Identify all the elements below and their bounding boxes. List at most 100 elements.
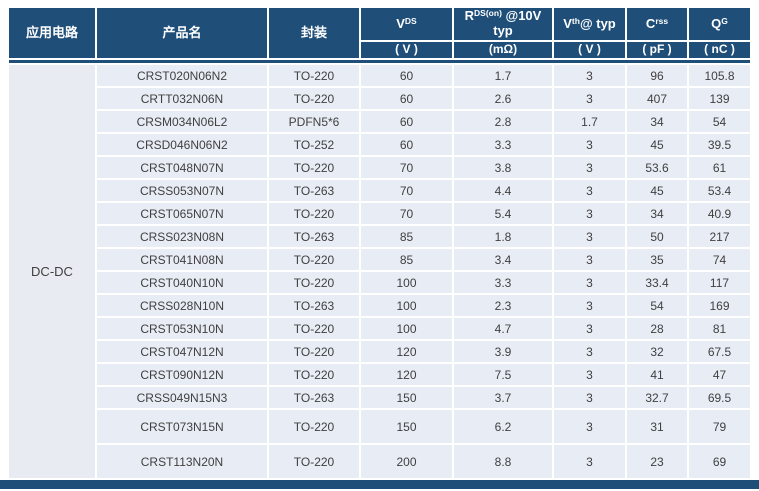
cell-vth: 3 bbox=[554, 445, 625, 478]
cell-package: PDFN5*6 bbox=[269, 111, 359, 132]
cell-vds: 100 bbox=[361, 295, 452, 316]
cell-vds: 100 bbox=[361, 272, 452, 293]
cell-vds: 70 bbox=[361, 203, 452, 224]
cell-rdson: 3.9 bbox=[454, 341, 552, 362]
cell-vth: 3 bbox=[554, 341, 625, 362]
cell-product-name: CRSS028N10N bbox=[97, 295, 267, 316]
cell-vth: 3 bbox=[554, 272, 625, 293]
cell-qg: 169 bbox=[689, 295, 750, 316]
cell-product-name: CRSS049N15N3 bbox=[97, 387, 267, 408]
col-header-vds: VDS bbox=[361, 8, 452, 40]
table-row: CRST073N15N TO-220 150 6.2 3 31 79 bbox=[9, 410, 750, 443]
cell-vds: 85 bbox=[361, 226, 452, 247]
cell-vds: 60 bbox=[361, 65, 452, 86]
vth-subscript: th bbox=[571, 15, 580, 26]
table-row: CRSS028N10N TO-263 100 2.3 3 54 169 bbox=[9, 295, 750, 316]
table-row: DC-DC CRST020N06N2 TO-220 60 1.7 3 96 105… bbox=[9, 65, 750, 478]
bottom-bar bbox=[0, 480, 759, 489]
product-spec-page: 应用电路 产品名 封装 VDS RDS(on) @10V typ Vth@ ty… bbox=[9, 8, 750, 478]
cell-qg: 217 bbox=[689, 226, 750, 247]
cell-package: TO-220 bbox=[269, 65, 359, 86]
cell-crss: 35 bbox=[627, 249, 687, 270]
cell-qg: 139 bbox=[689, 88, 750, 109]
cell-crss: 50 bbox=[627, 226, 687, 247]
cell-package: TO-220 bbox=[269, 203, 359, 224]
cell-product-name: CRST040N10N bbox=[97, 272, 267, 293]
cell-product-name: CRST041N08N bbox=[97, 249, 267, 270]
cell-qg: 47 bbox=[689, 364, 750, 385]
cell-qg: 67.5 bbox=[689, 341, 750, 362]
qg-symbol: Q bbox=[711, 15, 722, 31]
cell-vds: 120 bbox=[361, 364, 452, 385]
cell-rdson: 4.7 bbox=[454, 318, 552, 339]
table-row: CRSM034N06L2 PDFN5*6 60 2.8 1.7 34 54 bbox=[9, 111, 750, 132]
unit-vds: ( V ) bbox=[361, 42, 452, 58]
cell-rdson: 1.7 bbox=[454, 65, 552, 86]
cell-vth: 3 bbox=[554, 249, 625, 270]
table-row: CRST041N08N TO-220 85 3.4 3 35 74 bbox=[9, 249, 750, 270]
cell-vth: 3 bbox=[554, 226, 625, 247]
col-header-rdson: RDS(on) @10V typ bbox=[454, 8, 552, 40]
cell-crss: 33.4 bbox=[627, 272, 687, 293]
cell-product-name: CRST090N12N bbox=[97, 364, 267, 385]
cell-product-name: CRSS023N08N bbox=[97, 226, 267, 247]
cell-package: TO-263 bbox=[269, 180, 359, 201]
crss-subscript: rss bbox=[655, 15, 669, 26]
table-body: DC-DC CRST020N06N2 TO-220 60 1.7 3 96 105… bbox=[9, 65, 750, 478]
cell-vds: 200 bbox=[361, 445, 452, 478]
cell-package: TO-263 bbox=[269, 295, 359, 316]
col-header-crss: Crss bbox=[627, 8, 687, 40]
cell-vds: 100 bbox=[361, 318, 452, 339]
cell-vth: 3 bbox=[554, 88, 625, 109]
cell-rdson: 2.3 bbox=[454, 295, 552, 316]
table-row: CRST048N07N TO-220 70 3.8 3 53.6 61 bbox=[9, 157, 750, 178]
table-row: CRSD046N06N2 TO-252 60 3.3 3 45 39.5 bbox=[9, 134, 750, 155]
cell-rdson: 1.8 bbox=[454, 226, 552, 247]
col-header-vth: Vth@ typ bbox=[554, 8, 625, 40]
vth-symbol: V bbox=[563, 15, 572, 31]
cell-package: TO-220 bbox=[269, 410, 359, 443]
cell-vth: 3 bbox=[554, 387, 625, 408]
cell-crss: 34 bbox=[627, 203, 687, 224]
cell-package: TO-220 bbox=[269, 157, 359, 178]
table-row: CRTT032N06N TO-220 60 2.6 3 407 139 bbox=[9, 88, 750, 109]
cell-rdson: 5.4 bbox=[454, 203, 552, 224]
cell-qg: 54 bbox=[689, 111, 750, 132]
cell-qg: 69.5 bbox=[689, 387, 750, 408]
vds-subscript: DS bbox=[404, 15, 417, 26]
cell-vth: 3 bbox=[554, 364, 625, 385]
rdson-symbol: R bbox=[464, 8, 475, 24]
cell-vth: 3 bbox=[554, 318, 625, 339]
cell-vds: 150 bbox=[361, 410, 452, 443]
cell-vds: 120 bbox=[361, 341, 452, 362]
cell-vth: 3 bbox=[554, 410, 625, 443]
col-header-application-circuit: 应用电路 bbox=[9, 8, 95, 58]
cell-product-name: CRST073N15N bbox=[97, 410, 267, 443]
cell-package: TO-263 bbox=[269, 387, 359, 408]
cell-vds: 60 bbox=[361, 134, 452, 155]
table-row: CRST053N10N TO-220 100 4.7 3 28 81 bbox=[9, 318, 750, 339]
cell-crss: 32.7 bbox=[627, 387, 687, 408]
table-row: CRST113N20N TO-220 200 8.8 3 23 69 bbox=[9, 445, 750, 478]
cell-crss: 45 bbox=[627, 134, 687, 155]
cell-package: TO-220 bbox=[269, 88, 359, 109]
cell-qg: 53.4 bbox=[689, 180, 750, 201]
application-cell: DC-DC bbox=[9, 65, 95, 478]
cell-product-name: CRSS053N07N bbox=[97, 180, 267, 201]
cell-qg: 69 bbox=[689, 445, 750, 478]
cell-rdson: 2.8 bbox=[454, 111, 552, 132]
cell-product-name: CRSD046N06N2 bbox=[97, 134, 267, 155]
cell-package: TO-220 bbox=[269, 249, 359, 270]
cell-crss: 32 bbox=[627, 341, 687, 362]
cell-qg: 81 bbox=[689, 318, 750, 339]
cell-product-name: CRST065N07N bbox=[97, 203, 267, 224]
cell-vth: 3 bbox=[554, 65, 625, 86]
cell-crss: 45 bbox=[627, 180, 687, 201]
col-header-product-name: 产品名 bbox=[97, 8, 267, 58]
table-row: CRSS023N08N TO-263 85 1.8 3 50 217 bbox=[9, 226, 750, 247]
cell-vth: 3 bbox=[554, 180, 625, 201]
cell-crss: 34 bbox=[627, 111, 687, 132]
header-strip-cell bbox=[9, 60, 750, 63]
unit-vth: ( V ) bbox=[554, 42, 625, 58]
cell-product-name: CRST020N06N2 bbox=[97, 65, 267, 86]
